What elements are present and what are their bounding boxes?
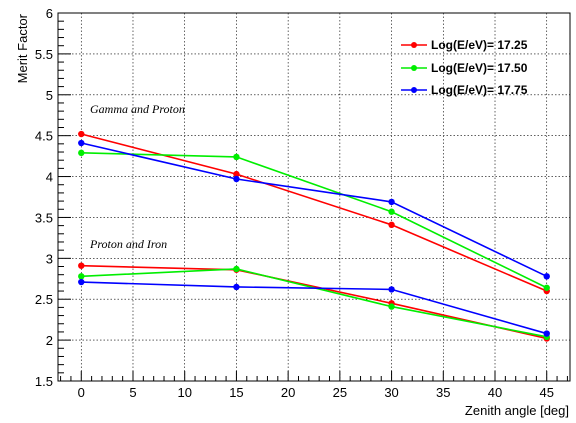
y-tick-label: 2.5 (35, 292, 53, 307)
data-point (543, 284, 550, 291)
x-tick-label: 20 (281, 385, 295, 400)
data-point (233, 265, 240, 273)
x-tick-label: 40 (488, 385, 502, 400)
y-tick-label: 5.5 (35, 47, 53, 62)
series (78, 149, 550, 291)
x-tick-label: 15 (229, 385, 243, 400)
series-line (81, 264, 547, 340)
data-point (78, 278, 85, 286)
tick-labels: 0 5 10 15 20 25 30 35 40 45 1.5 2 2.5 3 3.5 4 4.5 5 5.5 6 (35, 6, 554, 400)
x-tick-label: 35 (436, 385, 450, 400)
series-line (81, 152, 548, 289)
data-point (388, 208, 395, 215)
data-point (543, 330, 550, 337)
legend-swatch-marker (411, 65, 417, 71)
series-layer (78, 130, 550, 342)
annotation-proton-iron: Proton and Iron (89, 237, 167, 251)
data-point (78, 273, 85, 280)
data-point (543, 273, 550, 280)
data-point (388, 303, 395, 310)
x-tick-label: 0 (78, 385, 85, 400)
y-tick-label: 6 (46, 6, 53, 21)
data-point (233, 175, 240, 183)
axis-ticks (58, 12, 568, 382)
data-point (388, 198, 395, 206)
legend-entry: Log(E/eV)= 17.75 (401, 83, 528, 97)
x-tick-label: 25 (333, 385, 347, 400)
series (78, 262, 550, 342)
series-line (81, 133, 548, 292)
data-point (78, 149, 85, 157)
legend: Log(E/eV)= 17.25 Log(E/eV)= 17.50 Log(E/… (401, 38, 528, 97)
data-point (233, 170, 240, 178)
annotation-gamma-proton: Gamma and Proton (90, 102, 185, 116)
x-axis-title: Zenith angle [deg] (465, 403, 569, 418)
y-tick-label: 1.5 (35, 374, 53, 389)
x-tick-label: 5 (129, 385, 136, 400)
legend-swatch-marker (411, 87, 417, 93)
series-line (81, 268, 547, 338)
series-line (81, 142, 548, 278)
x-tick-label: 30 (384, 385, 398, 400)
legend-label: Log(E/eV)= 17.25 (431, 38, 528, 52)
y-tick-label: 3.5 (35, 210, 53, 225)
y-tick-label: 5 (46, 88, 53, 103)
x-tick-label: 10 (177, 385, 191, 400)
data-point (78, 130, 85, 138)
legend-swatch-marker (411, 42, 417, 48)
data-point (233, 283, 240, 291)
plot-frame (57, 12, 571, 382)
y-tick-label: 2 (46, 333, 53, 348)
y-axis-title: Merit Factor (15, 13, 30, 83)
legend-label: Log(E/eV)= 17.50 (431, 61, 528, 75)
y-tick-label: 4.5 (35, 129, 53, 144)
data-point (388, 221, 395, 229)
y-tick-label: 3 (46, 251, 53, 266)
data-point (78, 139, 85, 147)
series (78, 139, 550, 280)
x-tick-label: 45 (539, 385, 553, 400)
series-line (81, 281, 547, 335)
data-point (388, 286, 395, 293)
data-point (78, 262, 85, 269)
legend-label: Log(E/eV)= 17.75 (431, 83, 528, 97)
legend-entry: Log(E/eV)= 17.25 (401, 38, 528, 52)
legend-entry: Log(E/eV)= 17.50 (401, 61, 528, 75)
series (78, 278, 550, 337)
series (78, 265, 550, 341)
data-point (233, 153, 240, 161)
y-tick-label: 4 (46, 170, 53, 185)
